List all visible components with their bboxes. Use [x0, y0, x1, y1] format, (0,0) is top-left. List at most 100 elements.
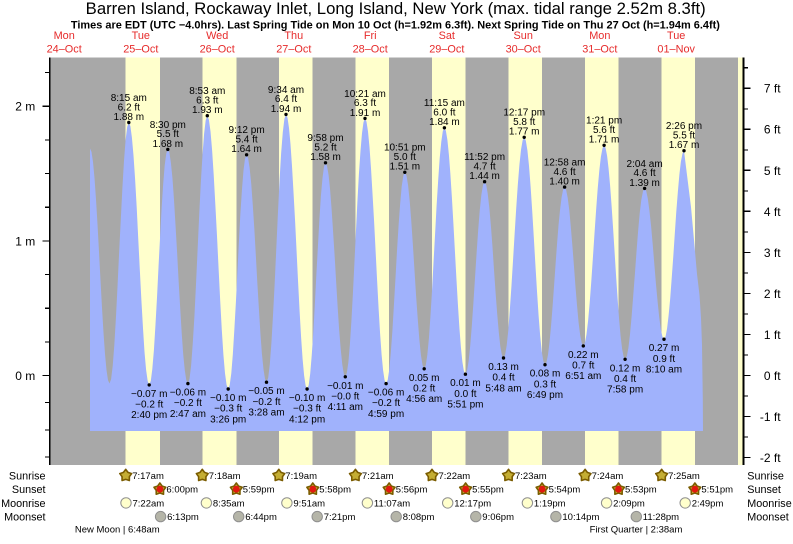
svg-text:Sat: Sat — [439, 30, 455, 42]
svg-text:5.6 ft: 5.6 ft — [593, 125, 615, 136]
svg-text:−0.2 ft: −0.2 ft — [135, 400, 163, 411]
svg-text:0.05 m: 0.05 m — [409, 373, 440, 384]
svg-text:6:13pm: 6:13pm — [167, 512, 199, 523]
svg-text:27–Oct: 27–Oct — [276, 44, 311, 56]
svg-text:−0.2 ft: −0.2 ft — [174, 398, 202, 409]
svg-text:4:56 am: 4:56 am — [406, 394, 442, 405]
svg-text:0.4 ft: 0.4 ft — [614, 374, 636, 385]
svg-text:5.2 ft: 5.2 ft — [314, 143, 336, 154]
svg-text:5:51pm: 5:51pm — [701, 485, 733, 496]
svg-text:1.71 m: 1.71 m — [589, 135, 620, 146]
svg-text:6 ft: 6 ft — [764, 123, 781, 137]
svg-text:3:26 pm: 3:26 pm — [210, 414, 246, 425]
svg-text:Sun: Sun — [514, 30, 533, 42]
svg-text:Moonset: Moonset — [4, 512, 45, 524]
svg-text:01–Nov: 01–Nov — [657, 44, 695, 56]
svg-text:8:15 am: 8:15 am — [111, 93, 147, 104]
svg-text:24–Oct: 24–Oct — [47, 44, 82, 56]
svg-text:6.3 ft: 6.3 ft — [196, 96, 218, 107]
svg-text:0 m: 0 m — [15, 369, 35, 383]
svg-text:3 ft: 3 ft — [764, 246, 781, 260]
svg-text:1.88 m: 1.88 m — [114, 112, 145, 123]
svg-text:4.6 ft: 4.6 ft — [553, 167, 575, 178]
svg-text:Tue: Tue — [667, 30, 685, 42]
svg-text:7:17am: 7:17am — [132, 471, 164, 482]
svg-text:4:59 pm: 4:59 pm — [368, 409, 404, 420]
svg-text:2:09pm: 2:09pm — [613, 498, 645, 509]
svg-text:Wed: Wed — [206, 30, 228, 42]
svg-text:-2 ft: -2 ft — [760, 451, 781, 465]
svg-text:7 ft: 7 ft — [764, 82, 781, 96]
svg-text:−0.2 ft: −0.2 ft — [252, 397, 280, 408]
svg-text:2 m: 2 m — [15, 100, 35, 114]
svg-text:Fri: Fri — [364, 30, 377, 42]
svg-text:−0.3 ft: −0.3 ft — [293, 404, 321, 415]
svg-text:−0.3 ft: −0.3 ft — [214, 404, 242, 415]
svg-text:−0.06 m: −0.06 m — [170, 388, 206, 399]
svg-text:Moonset: Moonset — [747, 512, 788, 524]
svg-text:6:44pm: 6:44pm — [245, 512, 277, 523]
svg-text:1.51 m: 1.51 m — [390, 162, 421, 173]
svg-text:12:17 pm: 12:17 pm — [503, 108, 545, 119]
svg-text:8:35am: 8:35am — [213, 498, 245, 509]
svg-text:0.0 ft: 0.0 ft — [454, 389, 476, 400]
svg-text:1.39 m: 1.39 m — [629, 178, 660, 189]
svg-text:8:30 pm: 8:30 pm — [150, 120, 186, 131]
svg-text:9:51am: 9:51am — [293, 498, 325, 509]
svg-text:1.40 m: 1.40 m — [549, 177, 580, 188]
svg-text:1.68 m: 1.68 m — [153, 139, 184, 150]
svg-text:28–Oct: 28–Oct — [353, 44, 388, 56]
svg-text:Moonrise: Moonrise — [747, 498, 791, 510]
svg-text:0 ft: 0 ft — [764, 369, 781, 383]
svg-text:5:48 am: 5:48 am — [485, 383, 521, 394]
svg-text:5:58pm: 5:58pm — [319, 485, 351, 496]
svg-text:6.3 ft: 6.3 ft — [354, 98, 376, 109]
svg-text:2:04 am: 2:04 am — [627, 159, 663, 170]
svg-text:7:22am: 7:22am — [133, 498, 165, 509]
svg-text:7:25am: 7:25am — [668, 471, 700, 482]
svg-text:6.2 ft: 6.2 ft — [118, 102, 140, 113]
svg-text:4:12 pm: 4:12 pm — [289, 414, 325, 425]
svg-text:6.4 ft: 6.4 ft — [275, 94, 297, 105]
svg-text:−0.07 m: −0.07 m — [131, 389, 167, 400]
svg-text:5:55pm: 5:55pm — [472, 485, 504, 496]
svg-text:0.4 ft: 0.4 ft — [492, 373, 514, 384]
svg-text:11:52 pm: 11:52 pm — [464, 152, 505, 163]
svg-text:9:12 pm: 9:12 pm — [229, 125, 265, 136]
svg-text:Mon: Mon — [589, 30, 610, 42]
svg-text:11:07am: 11:07am — [374, 498, 410, 509]
svg-text:New Moon | 6:48am: New Moon | 6:48am — [75, 524, 160, 535]
svg-text:1.44 m: 1.44 m — [469, 171, 500, 182]
svg-text:Tue: Tue — [132, 30, 150, 42]
svg-text:9:06pm: 9:06pm — [482, 512, 514, 523]
svg-text:12:17pm: 12:17pm — [454, 498, 491, 509]
svg-text:Thu: Thu — [284, 30, 303, 42]
svg-text:11:28pm: 11:28pm — [643, 512, 679, 523]
svg-text:−0.10 m: −0.10 m — [289, 393, 325, 404]
svg-text:4.6 ft: 4.6 ft — [633, 168, 655, 179]
svg-text:Times are EDT (UTC −4.0hrs). L: Times are EDT (UTC −4.0hrs). Last Spring… — [71, 19, 720, 31]
svg-text:6:49 pm: 6:49 pm — [527, 390, 563, 401]
svg-text:−0.06 m: −0.06 m — [368, 388, 404, 399]
svg-text:5.8 ft: 5.8 ft — [513, 117, 535, 128]
svg-text:7:23am: 7:23am — [515, 471, 547, 482]
svg-text:Barren Island, Rockaway Inlet,: Barren Island, Rockaway Inlet, Long Isla… — [86, 0, 706, 18]
svg-text:2:47 am: 2:47 am — [170, 409, 206, 420]
svg-text:1 ft: 1 ft — [764, 328, 781, 342]
svg-text:6.0 ft: 6.0 ft — [433, 108, 455, 119]
svg-text:0.13 m: 0.13 m — [488, 362, 519, 373]
svg-text:0.01 m: 0.01 m — [450, 378, 481, 389]
svg-text:26–Oct: 26–Oct — [200, 44, 235, 56]
svg-text:0.9 ft: 0.9 ft — [653, 354, 675, 365]
svg-text:3:28 am: 3:28 am — [248, 408, 284, 419]
svg-text:10:51 pm: 10:51 pm — [384, 143, 426, 154]
svg-text:5.5 ft: 5.5 ft — [673, 131, 695, 142]
svg-text:0.2 ft: 0.2 ft — [413, 383, 435, 394]
svg-text:Moonrise: Moonrise — [1, 498, 45, 510]
svg-text:7:18am: 7:18am — [209, 471, 241, 482]
svg-text:29–Oct: 29–Oct — [429, 44, 464, 56]
svg-text:Sunrise: Sunrise — [747, 470, 784, 482]
svg-text:6:00pm: 6:00pm — [166, 485, 198, 496]
svg-text:−0.0 ft: −0.0 ft — [331, 391, 359, 402]
svg-text:5:56pm: 5:56pm — [396, 485, 428, 496]
